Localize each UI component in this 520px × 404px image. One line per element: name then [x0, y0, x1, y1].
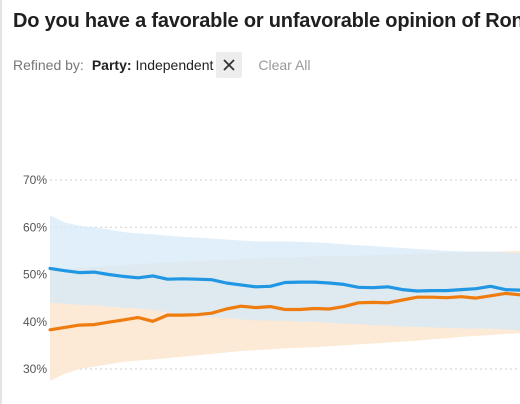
filter-value: Independent: [135, 57, 214, 73]
series-line: [48, 291, 520, 332]
y-tick-label: 70%: [23, 173, 47, 187]
favorability-line-chart: 30% 40% 50% 60% 70%: [23, 173, 520, 381]
remove-filter-button[interactable]: [216, 52, 243, 78]
series-line: [48, 266, 520, 293]
left-border: [0, 0, 2, 404]
close-icon: [223, 59, 236, 71]
clear-all-link[interactable]: Clear All: [258, 57, 311, 73]
party-filter-chip: Party: Independent: [92, 52, 243, 78]
refined-by-label: Refined by:: [13, 57, 84, 73]
filter-key: Party:: [91, 57, 132, 73]
page-title: Do you have a favorable or unfavorable o…: [13, 10, 520, 32]
y-tick-label: 60%: [23, 220, 47, 234]
y-tick-label: 50%: [23, 268, 47, 282]
y-tick-label: 40%: [23, 315, 47, 329]
filter-bar: Refined by: Party: Independent Clear All: [13, 50, 311, 80]
y-tick-label: 30%: [23, 362, 47, 376]
